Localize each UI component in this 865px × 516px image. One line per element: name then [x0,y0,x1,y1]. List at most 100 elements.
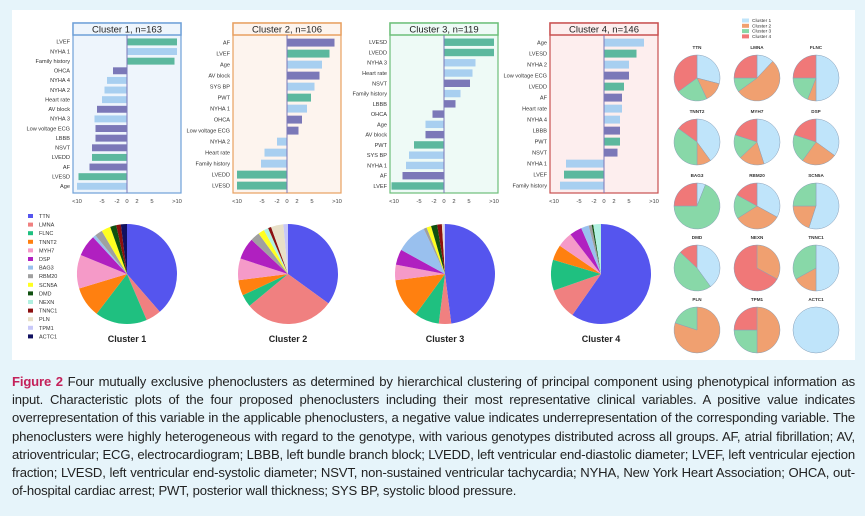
bar [287,82,315,91]
pie-label: Cluster 4 [582,334,621,344]
pie-slice-cluster-4 [734,118,758,143]
legend-swatch [28,214,33,218]
bar-label: Age [377,122,387,128]
pie-slice-cluster-1 [756,182,781,218]
pie-slice-rbm20 [251,233,288,274]
bar-label: NYHA 1 [50,49,70,55]
bar [604,82,624,91]
bar [92,144,127,152]
bar [560,181,604,190]
tick-label: 0 [602,199,605,205]
legend-label: DMD [39,291,52,297]
bar [107,76,127,84]
pie-slice-cluster-1 [815,244,840,292]
pie-slice-dsp [80,237,127,274]
legend-swatch [742,18,749,23]
bar [287,93,311,102]
bar-label: LVEF [216,52,230,58]
bar-label: NSVT [55,146,71,152]
pie-title: SCN5A [808,173,824,178]
bar [566,159,604,168]
bar [287,49,330,58]
figure-caption: Figure 2 Four mutually exclusive phenocl… [12,373,855,500]
figure-panel: Cluster 1, n=163 LVEF NYHA 1 Family history… [12,10,855,360]
cluster-pie-rbm20: RBM20 [733,173,781,230]
pie-slice-nexn [593,224,601,274]
legend-label: TNNC1 [39,309,57,315]
pie-title: RBM20 [749,173,765,178]
pie-slice-nexn [263,228,288,274]
genotype-pie-cluster-1: Cluster 1 [77,224,177,344]
pie-label: Cluster 2 [269,334,308,344]
pie-title: TTN [693,45,703,50]
bar [604,126,620,135]
bar-label: AF [63,165,71,171]
bar-label: NSVT [532,151,548,157]
bar-label: PWT [218,96,231,102]
legend-label: ACTC1 [39,334,57,340]
legend-swatch [28,291,33,296]
pie-slice-cluster-3 [733,329,758,354]
legend-swatch [28,222,33,227]
bar-label: OHCA [54,69,70,75]
tick-label: -5 [259,199,264,205]
bar-label: Heart rate [522,107,547,113]
chart-title: Cluster 2, n=106 [252,25,322,36]
bar [287,60,322,69]
bar [97,105,127,113]
bar [425,130,444,139]
pie-slice-lmna [249,274,329,324]
bar [287,38,335,47]
legend-label: TPM1 [39,326,54,332]
pie-slice-rbm20 [588,224,601,274]
legend-swatch [28,308,33,313]
bar-label: Age [60,184,70,190]
pie-slice-cluster-4 [673,54,698,92]
chart-title: Cluster 3, n=119 [409,25,478,36]
legend-label: Cluster 4 [752,34,772,40]
tick-label: 0 [285,199,288,205]
pie-slice-cluster-1 [815,54,840,102]
bar [444,100,456,108]
genotype-pie-cluster-3: Cluster 3 [395,223,495,344]
legend-label: Cluster 2 [752,23,772,29]
pie-slice-cluster-3 [673,184,721,230]
bar-label: LVESD [369,40,387,46]
legend-label: SCN5A [39,283,58,289]
pie-slice-cluster-4 [736,182,758,207]
pie-slice-cluster-4 [673,182,698,207]
pie-slice-ttn [288,224,338,304]
pie-slice-tnnt2 [553,245,601,274]
bar-label: NYHA 1 [367,163,387,169]
pie-slice-pln [441,224,445,274]
legend-swatch [742,23,749,28]
tick-label: 5 [467,199,470,205]
bar [237,181,287,190]
bar-label: Heart rate [362,71,387,77]
pie-title: ACTC1 [808,297,824,302]
pie-slice-rbm20 [95,230,127,274]
chart-title: Cluster 4, n=146 [569,25,639,36]
pie-slice-myh7 [237,258,288,281]
pie-slice-cluster-4 [793,118,817,143]
pie-slice-myh7 [559,234,601,274]
pie-slice-ttn [445,223,495,324]
bar-label: PWT [375,143,388,149]
bar-chart-cluster-2: Cluster 2, n=106 AF LVEF Age AV block SYS BP P… [186,22,342,205]
pie-title: BAG3 [691,173,704,178]
pie-slice-tnnc1 [437,224,445,274]
pie-slice-tnnt2 [79,274,127,314]
pie-slice-lmna [127,274,160,320]
bar-label: OHCA [214,118,230,124]
bar [564,170,604,179]
bar [604,115,620,124]
pie-title: DMD [692,235,703,240]
bar-label: Low voltage ECG [26,126,70,132]
pie-slice-pln [271,224,288,274]
genotype-pie-cluster-2: Cluster 2 [237,224,338,344]
bar [406,161,444,170]
pie-title: TNNT2 [690,109,705,114]
legend-swatch [28,325,33,330]
pie-slice-tnnc1 [116,224,127,274]
